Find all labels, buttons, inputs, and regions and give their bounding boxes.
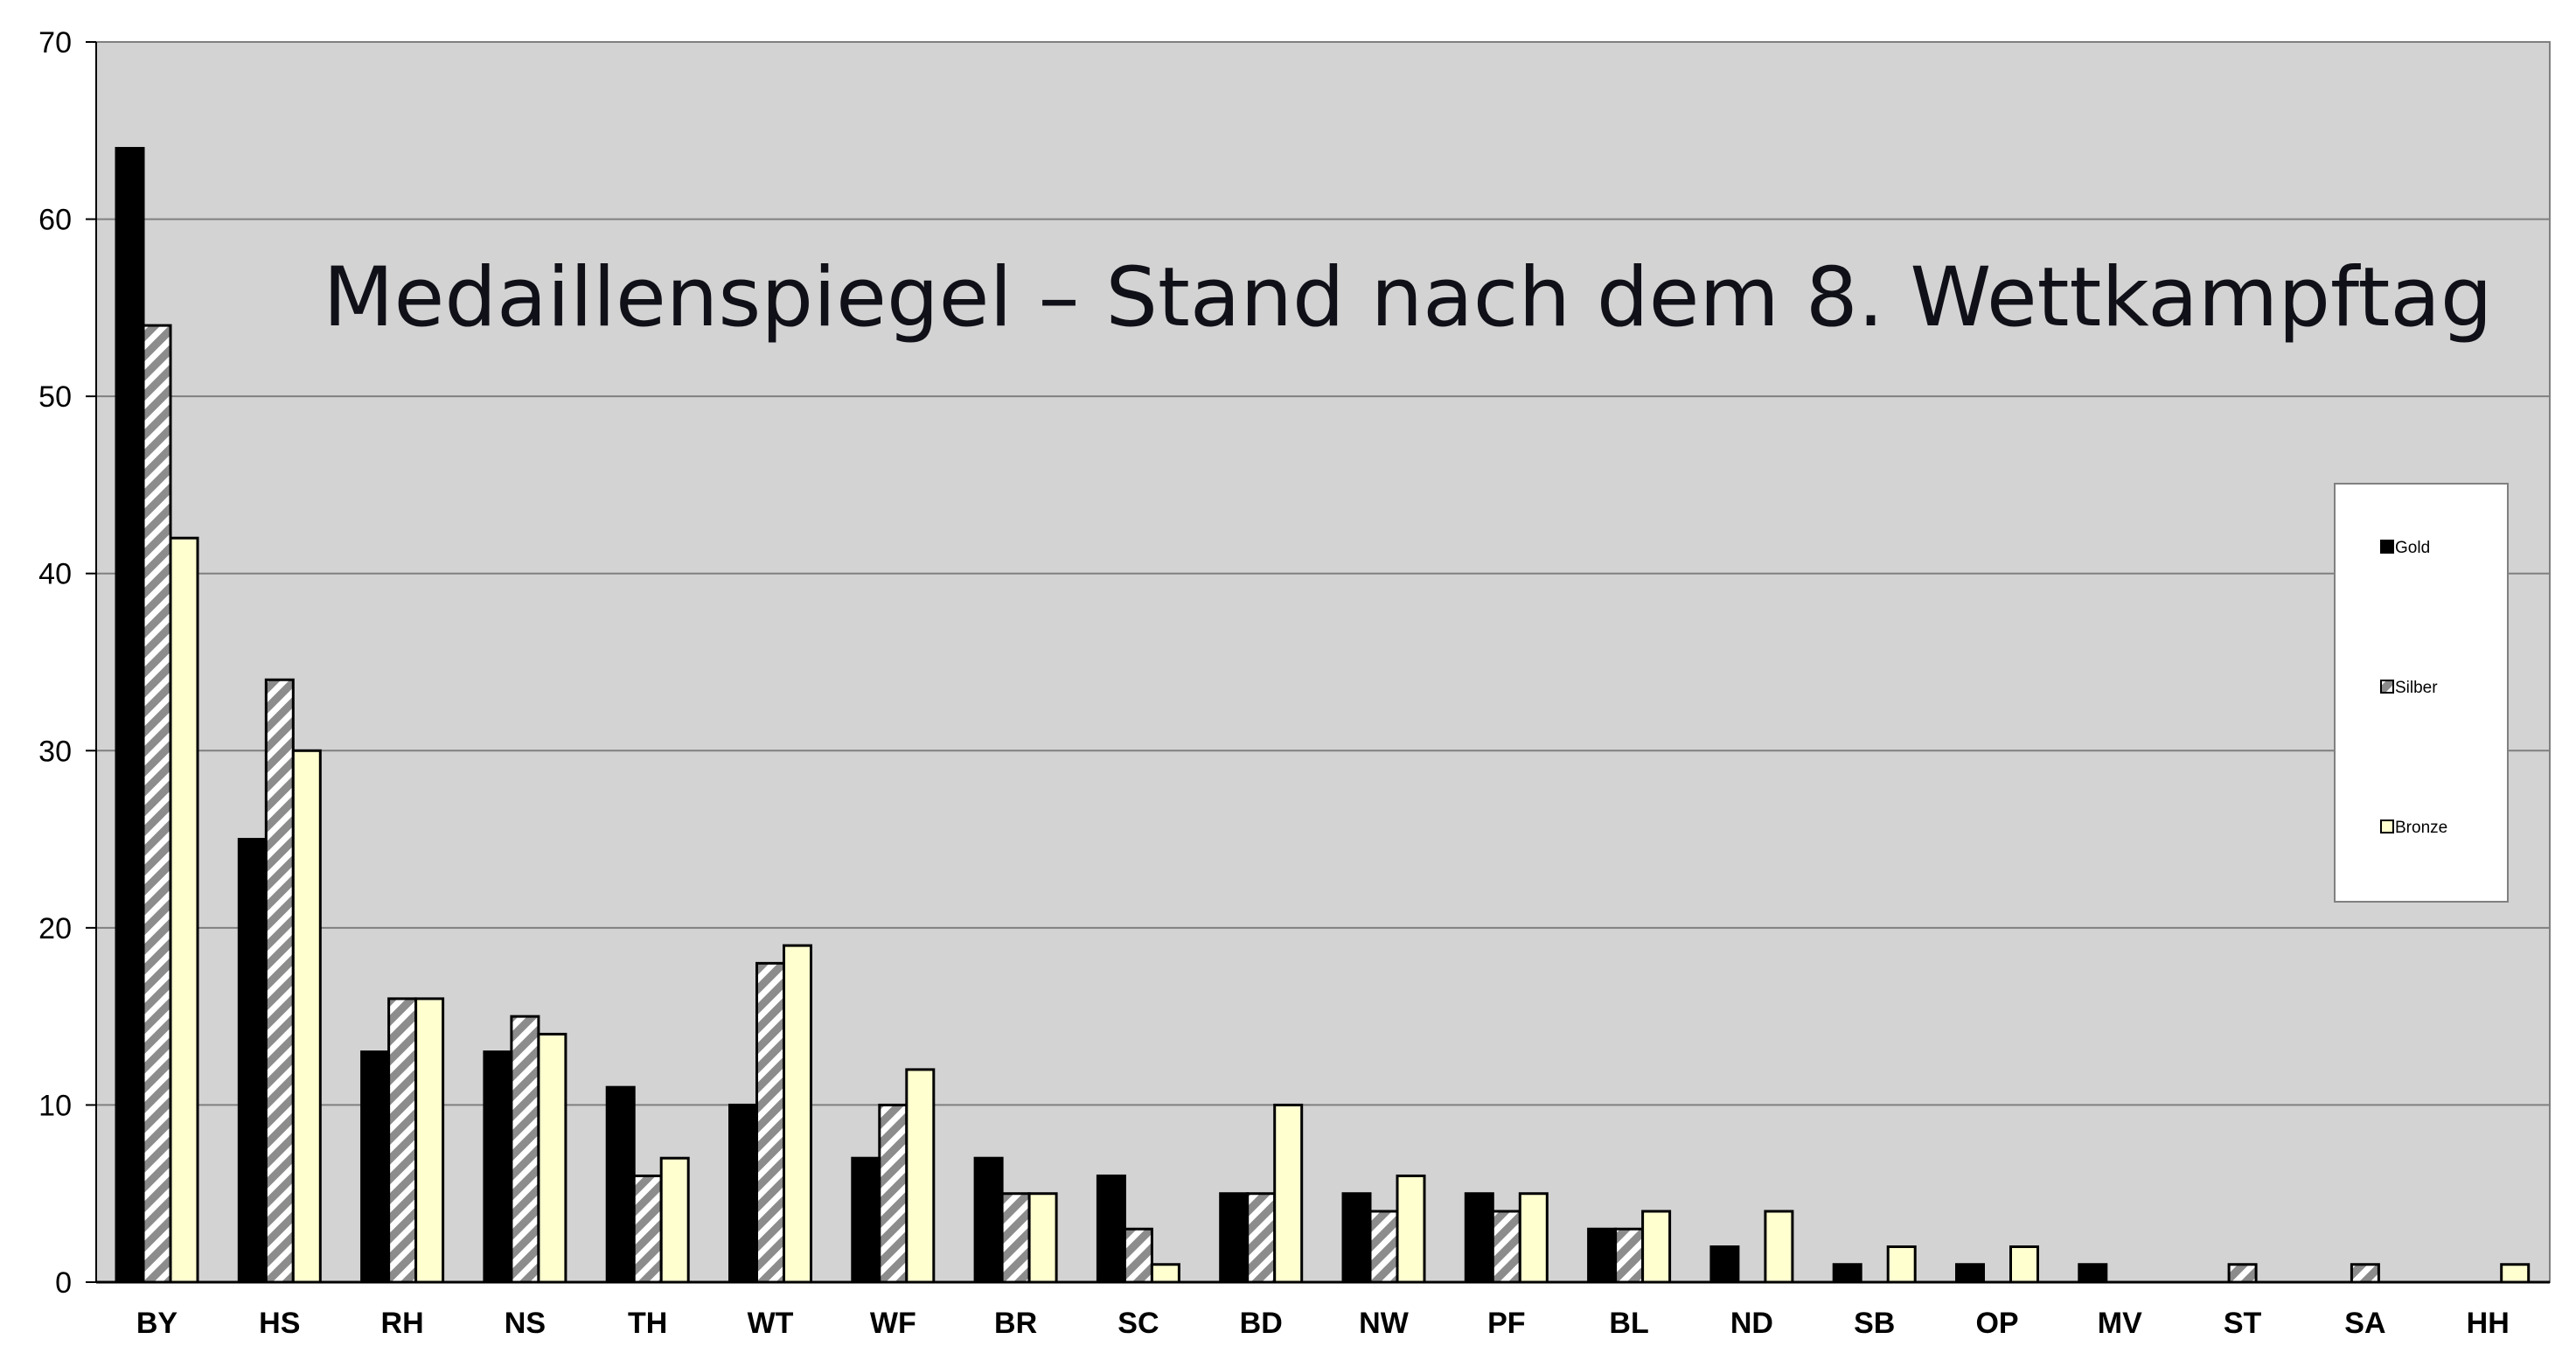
bar-bronze-wf bbox=[905, 1068, 936, 1284]
x-category-label: OP bbox=[1975, 1307, 2018, 1340]
legend-label-silber: Silber bbox=[2395, 679, 2438, 697]
bar-bronze-sc bbox=[1150, 1263, 1180, 1284]
bar-bronze-hs bbox=[291, 749, 322, 1284]
bar-gold-br bbox=[973, 1156, 1004, 1284]
bar-gold-wt bbox=[728, 1103, 758, 1284]
bar-bronze-pf bbox=[1518, 1192, 1549, 1284]
bar-gold-pf bbox=[1464, 1192, 1494, 1284]
bar-gold-nw bbox=[1341, 1192, 1372, 1284]
y-tick-label: 60 bbox=[38, 204, 72, 237]
legend-label-gold: Gold bbox=[2395, 539, 2430, 557]
x-category-label: HS bbox=[259, 1307, 300, 1340]
bar-bronze-br bbox=[1027, 1192, 1058, 1284]
bar-bronze-op bbox=[2009, 1245, 2039, 1284]
x-category-label: NS bbox=[505, 1307, 546, 1340]
y-tick-label: 50 bbox=[38, 380, 72, 414]
bar-gold-by bbox=[115, 147, 145, 1284]
bar-gold-sb bbox=[1832, 1263, 1862, 1284]
x-category-label: ST bbox=[2224, 1307, 2262, 1340]
x-category-label: PF bbox=[1487, 1307, 1525, 1340]
x-category-label: RH bbox=[381, 1307, 424, 1340]
bar-bronze-nw bbox=[1396, 1174, 1426, 1284]
x-category-label: BL bbox=[1609, 1307, 1648, 1340]
bar-silber-pf bbox=[1491, 1210, 1521, 1284]
bars bbox=[115, 147, 2531, 1284]
legend-swatch-silber bbox=[2380, 680, 2394, 694]
y-tick-label: 30 bbox=[38, 735, 72, 768]
bar-gold-mv bbox=[2078, 1263, 2108, 1284]
bar-bronze-nd bbox=[1764, 1210, 1794, 1284]
bar-bronze-hh bbox=[2500, 1263, 2531, 1284]
y-tick-label: 20 bbox=[38, 912, 72, 945]
bar-gold-hs bbox=[237, 838, 268, 1284]
x-category-label: SC bbox=[1117, 1307, 1159, 1340]
bar-silber-bd bbox=[1246, 1192, 1277, 1284]
legend-box bbox=[2334, 483, 2509, 903]
bar-bronze-sb bbox=[1886, 1245, 1917, 1284]
bar-gold-rh bbox=[360, 1050, 391, 1284]
x-category-label: BR bbox=[994, 1307, 1037, 1340]
bar-silber-sc bbox=[1123, 1227, 1153, 1284]
bar-bronze-wt bbox=[783, 944, 812, 1284]
x-category-label: HH bbox=[2467, 1307, 2510, 1340]
bar-bronze-by bbox=[169, 536, 199, 1284]
y-tick-label: 10 bbox=[38, 1089, 72, 1122]
bar-gold-ns bbox=[483, 1050, 513, 1284]
bar-silber-hs bbox=[264, 678, 295, 1284]
x-category-label: TH bbox=[628, 1307, 667, 1340]
bar-silber-ns bbox=[510, 1015, 540, 1284]
legend-label-bronze: Bronze bbox=[2395, 819, 2447, 837]
bar-bronze-ns bbox=[537, 1032, 567, 1284]
plot-area bbox=[95, 41, 2551, 1283]
x-category-label: SB bbox=[1854, 1307, 1895, 1340]
bar-bronze-bd bbox=[1273, 1103, 1304, 1284]
bar-silber-sa bbox=[2350, 1263, 2380, 1284]
bar-gold-wf bbox=[851, 1156, 881, 1284]
legend-swatch-gold bbox=[2380, 540, 2394, 554]
bar-silber-th bbox=[632, 1174, 663, 1284]
bar-bronze-bl bbox=[1641, 1210, 1672, 1284]
legend: Gold Silber Bronze bbox=[2334, 483, 2509, 903]
y-tick-label: 70 bbox=[38, 26, 72, 59]
gridlines bbox=[96, 218, 2550, 1106]
y-axis-ticks: 0 10 20 30 40 50 60 70 bbox=[38, 26, 97, 1300]
bar-gold-nd bbox=[1709, 1245, 1740, 1284]
x-category-label: BD bbox=[1240, 1307, 1283, 1340]
x-axis-categories: BY HS RH NS TH WT WF BR SC BD NW PF BL ND SB OP MV ST SA HH bbox=[96, 1280, 2550, 1340]
bar-silber-wt bbox=[755, 961, 785, 1284]
x-category-label: ND bbox=[1730, 1307, 1773, 1340]
bar-silber-wf bbox=[878, 1103, 909, 1284]
x-category-label: SA bbox=[2344, 1307, 2385, 1340]
bar-gold-bd bbox=[1219, 1192, 1250, 1284]
bar-silber-rh bbox=[387, 997, 418, 1284]
legend-swatch-bronze bbox=[2380, 820, 2394, 833]
y-tick-label: 0 bbox=[55, 1266, 72, 1300]
bar-gold-op bbox=[1955, 1263, 1985, 1284]
x-category-label: WF bbox=[870, 1307, 916, 1340]
bar-silber-by bbox=[142, 324, 172, 1284]
chart-title: Medaillenspiegel – Stand nach dem 8. Wet… bbox=[323, 250, 2492, 345]
bar-silber-st bbox=[2227, 1263, 2258, 1284]
bar-gold-bl bbox=[1587, 1227, 1618, 1284]
x-category-label: MV bbox=[2098, 1307, 2142, 1340]
bar-silber-bl bbox=[1614, 1227, 1645, 1284]
x-category-label: NW bbox=[1359, 1307, 1410, 1340]
bar-gold-sc bbox=[1096, 1174, 1126, 1284]
bar-silber-nw bbox=[1368, 1210, 1399, 1284]
x-category-label: WT bbox=[748, 1307, 794, 1340]
bar-silber-br bbox=[1000, 1192, 1031, 1284]
bar-bronze-rh bbox=[414, 997, 445, 1284]
bar-gold-th bbox=[605, 1085, 636, 1284]
y-tick-label: 40 bbox=[38, 558, 72, 591]
x-category-label: BY bbox=[136, 1307, 178, 1340]
bar-bronze-th bbox=[659, 1156, 690, 1284]
